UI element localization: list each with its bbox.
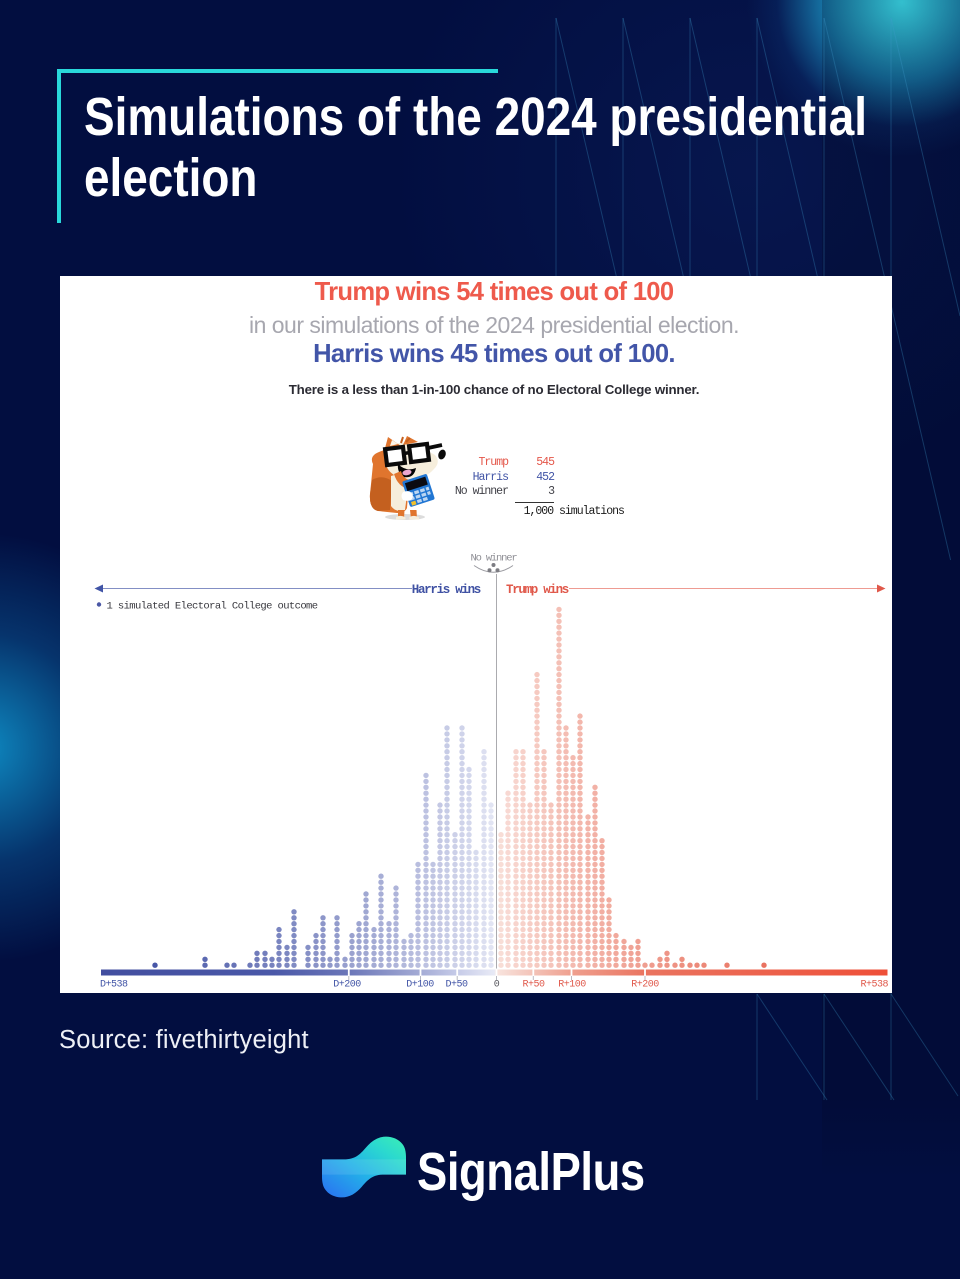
svg-text:R+50: R+50: [522, 980, 545, 991]
svg-text:R+100: R+100: [558, 980, 586, 991]
svg-text:1 simulated Electoral College: 1 simulated Electoral College outcome: [107, 601, 318, 613]
svg-text:R+200: R+200: [631, 980, 659, 991]
svg-text:R+538: R+538: [860, 980, 888, 991]
svg-text:D+200: D+200: [333, 980, 361, 991]
svg-text:Trump wins: Trump wins: [506, 583, 569, 597]
svg-text:D+538: D+538: [100, 980, 128, 991]
svg-text:Harris wins: Harris wins: [412, 583, 481, 597]
svg-text:No winner: No winner: [471, 553, 518, 565]
svg-text:D+100: D+100: [406, 980, 434, 991]
svg-text:0: 0: [494, 980, 500, 991]
svg-text:D+50: D+50: [445, 980, 468, 991]
